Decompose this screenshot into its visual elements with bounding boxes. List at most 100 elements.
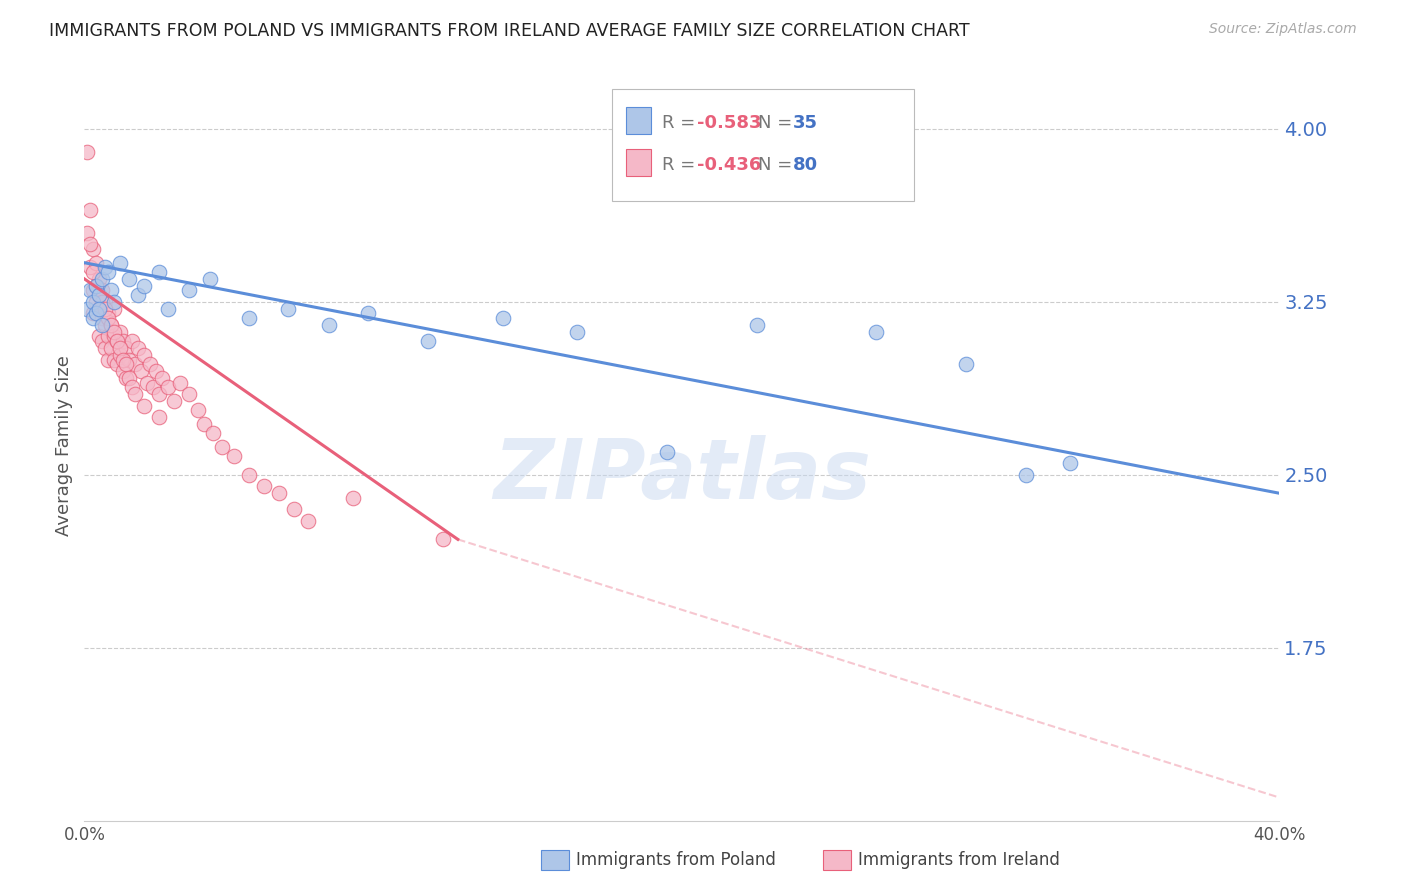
Point (124, 357, 146, 371)
Point (193, 417, 215, 431)
Point (283, 502, 305, 516)
Point (121, 380, 143, 394)
Point (177, 387, 200, 401)
Point (955, 357, 977, 371)
Point (91, 294, 114, 309)
Point (105, 334, 128, 348)
Point (136, 376, 159, 390)
Point (79, 202, 101, 217)
Text: ZIPatlas: ZIPatlas (494, 435, 870, 516)
Text: Immigrants from Ireland: Immigrants from Ireland (858, 851, 1060, 869)
Point (342, 491, 364, 505)
Point (91, 318, 114, 332)
Point (82, 294, 104, 309)
Point (157, 380, 180, 394)
Text: R =: R = (662, 156, 702, 174)
Point (132, 399, 156, 413)
Point (127, 341, 149, 355)
Point (118, 352, 141, 367)
Point (103, 325, 125, 339)
Text: -0.583: -0.583 (697, 114, 762, 132)
Point (115, 357, 138, 371)
Point (142, 380, 165, 394)
Point (89, 288, 111, 302)
Point (492, 311, 515, 326)
Point (82, 284, 104, 298)
Point (112, 352, 135, 367)
Point (97, 329, 120, 343)
Point (94, 318, 117, 332)
Text: N =: N = (758, 114, 797, 132)
Point (79, 237, 101, 252)
Text: 80: 80 (793, 156, 818, 174)
Point (238, 311, 260, 326)
Point (82, 311, 104, 326)
Text: -0.436: -0.436 (697, 156, 762, 174)
Point (267, 486, 290, 500)
Point (110, 256, 132, 270)
Text: IMMIGRANTS FROM POLAND VS IMMIGRANTS FROM IRELAND AVERAGE FAMILY SIZE CORRELATIO: IMMIGRANTS FROM POLAND VS IMMIGRANTS FRO… (49, 22, 970, 40)
Point (1014, 467, 1036, 482)
Point (103, 301, 125, 316)
Point (148, 387, 170, 401)
Point (297, 514, 319, 528)
Point (86, 294, 108, 309)
Point (150, 371, 173, 385)
Point (187, 403, 209, 417)
Point (416, 334, 439, 348)
Point (745, 318, 768, 332)
Point (129, 364, 152, 378)
Point (89, 329, 111, 343)
Point (82, 265, 104, 279)
Point (100, 341, 122, 355)
Point (91, 334, 114, 348)
Point (97, 265, 120, 279)
Point (124, 387, 146, 401)
Point (110, 348, 132, 362)
Point (97, 311, 120, 326)
Point (103, 329, 125, 343)
Point (76, 226, 98, 240)
Point (357, 306, 380, 320)
Point (148, 265, 170, 279)
Point (89, 301, 111, 316)
Point (100, 284, 122, 298)
Point (86, 278, 108, 293)
Text: Source: ZipAtlas.com: Source: ZipAtlas.com (1209, 22, 1357, 37)
Point (115, 341, 138, 355)
Point (201, 426, 224, 441)
Point (115, 371, 138, 385)
Point (432, 533, 454, 547)
Text: Immigrants from Poland: Immigrants from Poland (576, 851, 776, 869)
Point (82, 242, 104, 256)
Point (91, 284, 114, 298)
Point (89, 272, 111, 286)
Point (100, 318, 122, 332)
Point (100, 318, 122, 332)
Point (76, 301, 98, 316)
Point (105, 357, 128, 371)
Point (277, 301, 299, 316)
Point (79, 260, 101, 275)
Point (318, 318, 340, 332)
Point (121, 334, 143, 348)
Point (1059, 456, 1081, 470)
Point (86, 278, 108, 293)
Point (655, 444, 678, 458)
Point (94, 301, 117, 316)
Point (222, 450, 245, 464)
Point (198, 272, 221, 286)
Point (112, 364, 135, 378)
Point (94, 260, 117, 275)
Point (105, 334, 128, 348)
Point (567, 325, 589, 339)
Point (86, 306, 108, 320)
Point (253, 479, 276, 493)
Point (91, 311, 114, 326)
Point (169, 376, 191, 390)
Point (139, 357, 162, 371)
Point (110, 341, 132, 355)
Point (82, 306, 104, 320)
Point (103, 294, 125, 309)
Point (211, 440, 233, 454)
